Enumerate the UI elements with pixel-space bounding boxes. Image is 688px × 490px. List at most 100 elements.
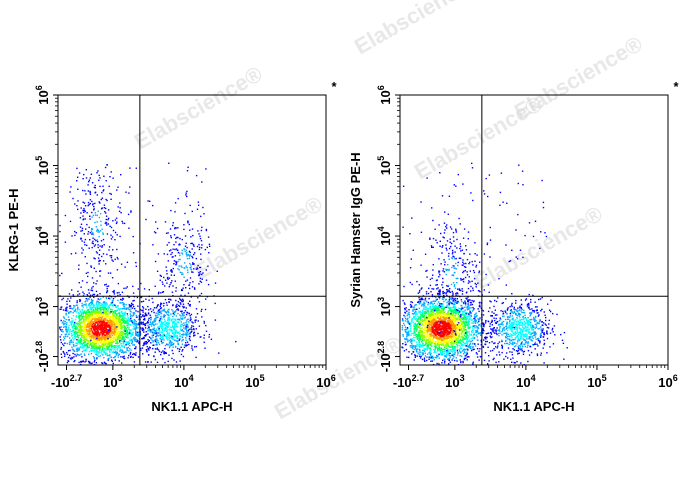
event-dot	[60, 334, 63, 336]
event-dot	[96, 348, 98, 350]
event-dot	[144, 324, 146, 326]
event-dot	[91, 316, 93, 318]
event-dot	[117, 323, 120, 325]
event-dot	[98, 231, 100, 233]
event-dot	[164, 327, 167, 329]
event-dot	[99, 185, 101, 188]
event-dot	[140, 323, 142, 325]
event-dot	[75, 304, 78, 306]
event-dot	[405, 318, 407, 320]
event-dot	[112, 316, 114, 318]
event-dot	[193, 245, 195, 247]
event-dot	[87, 233, 89, 235]
event-dot	[128, 304, 130, 306]
event-dot	[426, 359, 428, 362]
event-dot	[407, 333, 409, 335]
event-dot	[176, 236, 178, 239]
event-dot	[187, 166, 189, 168]
event-dot	[106, 341, 109, 343]
event-dot	[186, 269, 189, 271]
event-dot	[89, 202, 91, 205]
event-dot	[67, 356, 70, 359]
event-dot	[87, 271, 89, 274]
event-dot	[96, 304, 99, 306]
event-dot	[86, 342, 89, 344]
event-dot	[88, 353, 90, 355]
event-dot	[119, 308, 121, 310]
event-dot	[440, 314, 442, 316]
event-dot	[110, 226, 113, 229]
event-dot	[149, 200, 151, 202]
event-dot	[97, 229, 99, 232]
event-dot	[156, 323, 159, 325]
event-dot	[95, 239, 97, 242]
event-dot	[87, 345, 89, 347]
event-dot	[191, 271, 193, 273]
event-dot	[134, 347, 136, 350]
event-dot	[183, 346, 186, 349]
event-dot	[109, 315, 112, 318]
event-dot	[103, 337, 105, 339]
event-dot	[90, 342, 92, 344]
event-dot	[98, 325, 100, 327]
event-dot	[415, 330, 417, 332]
event-dot	[206, 246, 208, 249]
event-dot	[433, 359, 435, 361]
event-dot	[168, 338, 171, 340]
event-dot	[186, 279, 189, 281]
event-dot	[75, 311, 77, 313]
event-dot	[475, 312, 477, 314]
event-dot	[134, 319, 136, 322]
event-dot	[64, 342, 66, 344]
event-dot	[455, 357, 457, 359]
event-dot	[107, 342, 109, 344]
event-dot	[160, 336, 163, 338]
event-dot	[120, 263, 123, 265]
event-dot	[181, 340, 183, 342]
event-dot	[166, 344, 169, 346]
event-dot	[103, 308, 106, 310]
event-dot	[80, 207, 82, 209]
event-dot	[110, 234, 112, 236]
event-dot	[157, 309, 160, 311]
event-dot	[88, 332, 91, 334]
event-dot	[115, 317, 118, 320]
event-dot	[188, 338, 191, 340]
event-dot	[104, 362, 106, 364]
event-dot	[167, 329, 169, 331]
event-dot	[174, 280, 176, 282]
event-dot	[162, 350, 164, 352]
event-dot	[190, 242, 192, 245]
event-dot	[111, 324, 113, 327]
event-dot	[152, 334, 155, 336]
event-dot	[122, 302, 124, 304]
event-dot	[107, 333, 109, 335]
event-dot	[183, 228, 185, 231]
event-dot	[188, 223, 190, 226]
event-dot	[74, 334, 76, 336]
event-dot	[100, 311, 102, 313]
event-dot	[75, 232, 77, 234]
event-dot	[76, 327, 78, 329]
event-dot	[101, 362, 103, 364]
event-dot	[65, 324, 68, 326]
event-dot	[415, 308, 417, 310]
event-dot	[123, 302, 125, 304]
event-dot	[133, 322, 135, 325]
event-dot	[124, 335, 127, 337]
event-dot	[410, 327, 412, 330]
event-dot	[469, 314, 471, 316]
event-dot	[107, 330, 110, 332]
event-dot	[94, 212, 96, 214]
event-dot	[433, 349, 435, 351]
event-dot	[86, 306, 88, 309]
event-dot	[159, 318, 161, 320]
event-dot	[411, 283, 413, 286]
event-dot	[208, 333, 211, 336]
event-dot	[131, 307, 134, 309]
event-dot	[137, 356, 140, 358]
event-dot	[182, 307, 185, 309]
event-dot	[98, 254, 101, 256]
event-dot	[155, 332, 157, 335]
event-dot	[79, 326, 81, 328]
